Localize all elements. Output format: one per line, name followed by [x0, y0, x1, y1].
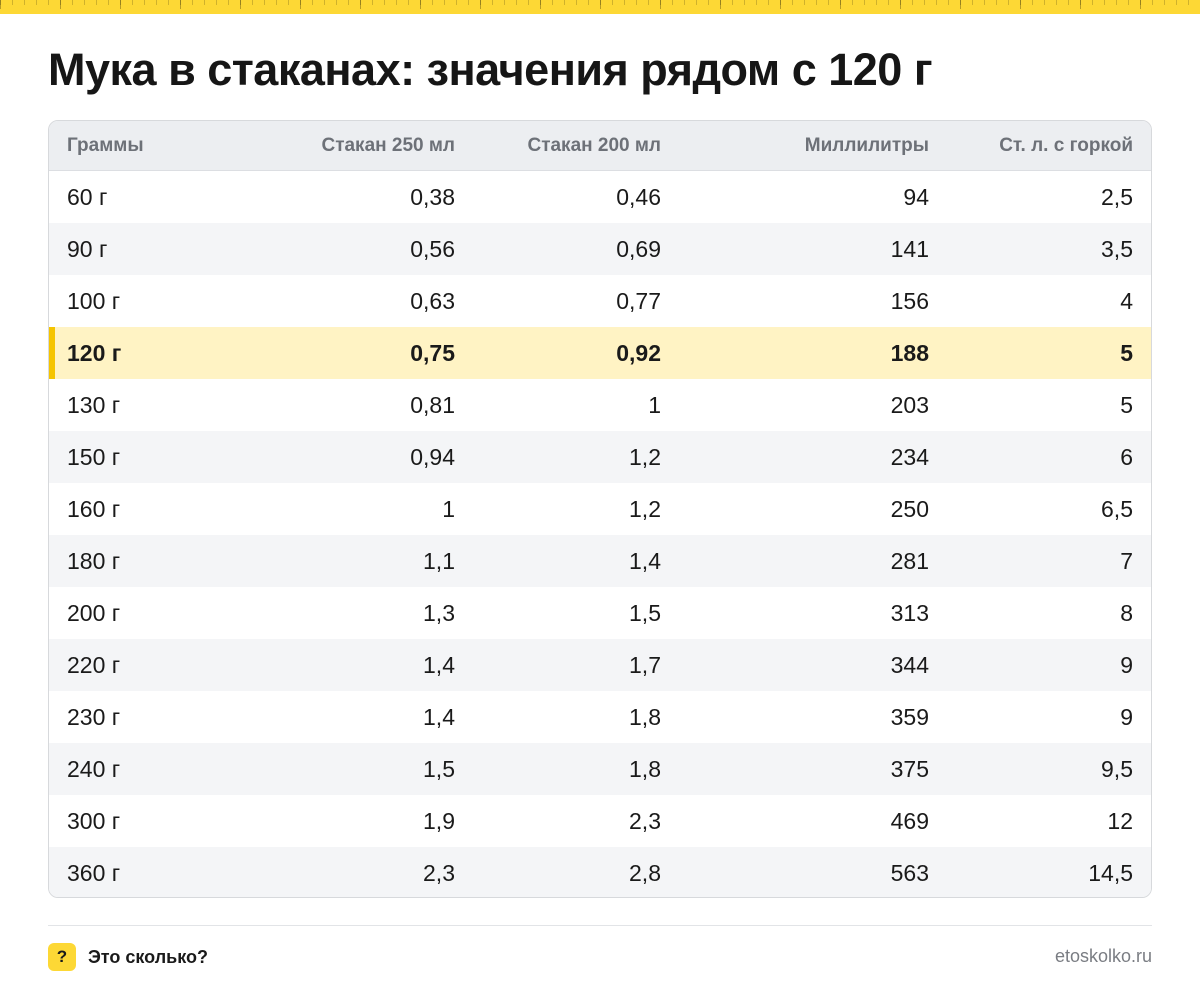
- site-url: etoskolko.ru: [1054, 946, 1152, 966]
- table-row: 160 г 1 1,2 250 6,5: [49, 483, 1151, 535]
- table-row: 230 г 1,4 1,8 359 9: [49, 691, 1151, 743]
- cell-tablespoons: 2,5: [1101, 183, 1133, 210]
- cell-tablespoons: 12: [1107, 807, 1133, 834]
- cell-grams: 360 г: [67, 859, 121, 886]
- header-milliliters: Миллилитры: [804, 134, 929, 156]
- cell-milliliters: 94: [903, 183, 929, 210]
- table-row: 130 г 0,81 1 203 5: [49, 379, 1151, 431]
- cell-grams: 130 г: [67, 391, 121, 418]
- cell-grams: 120 г: [67, 339, 122, 366]
- cell-cup-200: 0,77: [616, 287, 661, 314]
- brand-name: Это сколько?: [88, 946, 208, 967]
- cell-cup-250: 1: [442, 495, 455, 522]
- cell-milliliters: 188: [890, 339, 929, 366]
- cell-milliliters: 156: [890, 287, 929, 314]
- footer-divider: [48, 925, 1152, 926]
- cell-cup-200: 1,2: [629, 443, 661, 470]
- table-row: 180 г 1,1 1,4 281 7: [49, 535, 1151, 587]
- cell-tablespoons: 14,5: [1088, 859, 1133, 886]
- cell-cup-250: 2,3: [423, 859, 455, 886]
- cell-cup-200: 2,8: [629, 859, 661, 886]
- table-header: Граммы Стакан 250 мл Стакан 200 мл Милли…: [49, 121, 1151, 171]
- cell-cup-200: 1,7: [629, 651, 661, 678]
- table-row: 100 г 0,63 0,77 156 4: [49, 275, 1151, 327]
- cell-cup-250: 0,94: [410, 443, 455, 470]
- table-row: 90 г 0,56 0,69 141 3,5: [49, 223, 1151, 275]
- cell-grams: 60 г: [67, 183, 108, 210]
- cell-milliliters: 281: [890, 547, 929, 574]
- header-grams: Граммы: [67, 134, 144, 156]
- table-row: 150 г 0,94 1,2 234 6: [49, 431, 1151, 483]
- table-row: 200 г 1,3 1,5 313 8: [49, 587, 1151, 639]
- cell-grams: 180 г: [67, 547, 121, 574]
- brand: ? Это сколько?: [48, 942, 208, 972]
- cell-grams: 150 г: [67, 443, 121, 470]
- cell-cup-250: 1,5: [423, 755, 455, 782]
- table-row: 220 г 1,4 1,7 344 9: [49, 639, 1151, 691]
- cell-milliliters: 234: [890, 443, 929, 470]
- cell-grams: 160 г: [67, 495, 121, 522]
- cell-cup-200: 1,5: [629, 599, 661, 626]
- cell-milliliters: 141: [890, 235, 929, 262]
- cell-cup-200: 1,2: [629, 495, 661, 522]
- table-body: 60 г 0,38 0,46 94 2,5 90 г 0,56 0,69 141 3,5 100 г…: [49, 171, 1151, 897]
- table-row: 360 г 2,3 2,8 563 14,5: [49, 847, 1151, 897]
- cell-grams: 230 г: [67, 703, 121, 730]
- cell-cup-250: 1,4: [423, 651, 455, 678]
- cell-cup-250: 0,81: [410, 391, 455, 418]
- cell-cup-250: 1,1: [423, 547, 455, 574]
- cell-milliliters: 375: [890, 755, 929, 782]
- cell-milliliters: 250: [890, 495, 929, 522]
- question-icon: ?: [48, 943, 76, 971]
- table-row: 300 г 1,9 2,3 469 12: [49, 795, 1151, 847]
- cell-tablespoons: 9,5: [1101, 755, 1133, 782]
- cell-milliliters: 563: [890, 859, 929, 886]
- table-row: 60 г 0,38 0,46 94 2,5: [49, 171, 1151, 223]
- cell-cup-250: 0,38: [410, 183, 455, 210]
- cell-grams: 90 г: [67, 235, 108, 262]
- cell-tablespoons: 6,5: [1101, 495, 1133, 522]
- header-cup-200: Стакан 200 мл: [527, 134, 661, 156]
- cell-grams: 100 г: [67, 287, 121, 314]
- cell-milliliters: 313: [890, 599, 929, 626]
- cell-cup-200: 0,69: [616, 235, 661, 262]
- cell-grams: 200 г: [67, 599, 121, 626]
- cell-cup-200: 1,4: [629, 547, 661, 574]
- cell-tablespoons: 7: [1120, 547, 1133, 574]
- cell-milliliters: 344: [890, 651, 929, 678]
- cell-tablespoons: 9: [1120, 651, 1133, 678]
- cell-grams: 240 г: [67, 755, 121, 782]
- cell-cup-250: 1,4: [423, 703, 455, 730]
- cell-cup-200: 1,8: [629, 703, 661, 730]
- cell-tablespoons: 5: [1120, 391, 1133, 418]
- cell-cup-250: 0,56: [410, 235, 455, 262]
- cell-tablespoons: 5: [1120, 339, 1133, 366]
- table-row-highlighted: 120 г 0,75 0,92 188 5: [49, 327, 1151, 379]
- cell-cup-250: 0,75: [410, 339, 455, 366]
- conversion-table: Граммы Стакан 250 мл Стакан 200 мл Милли…: [48, 120, 1152, 898]
- cell-grams: 300 г: [67, 807, 121, 834]
- cell-cup-200: 0,92: [616, 339, 661, 366]
- cell-tablespoons: 6: [1120, 443, 1133, 470]
- cell-cup-200: 0,46: [616, 183, 661, 210]
- page-title: Мука в стаканах: значения рядом с 120 г: [48, 44, 933, 95]
- cell-milliliters: 203: [890, 391, 929, 418]
- cell-cup-200: 1,8: [629, 755, 661, 782]
- header-cup-250: Стакан 250 мл: [321, 134, 455, 156]
- cell-cup-250: 1,9: [423, 807, 455, 834]
- cell-tablespoons: 4: [1120, 287, 1133, 314]
- cell-tablespoons: 9: [1120, 703, 1133, 730]
- ruler-strip: [0, 0, 1200, 14]
- cell-milliliters: 359: [890, 703, 929, 730]
- cell-cup-200: 1: [648, 391, 661, 418]
- cell-cup-250: 0,63: [410, 287, 455, 314]
- header-tablespoons: Ст. л. с горкой: [999, 134, 1133, 156]
- cell-cup-250: 1,3: [423, 599, 455, 626]
- cell-cup-200: 2,3: [629, 807, 661, 834]
- cell-grams: 220 г: [67, 651, 121, 678]
- table-row: 240 г 1,5 1,8 375 9,5: [49, 743, 1151, 795]
- cell-milliliters: 469: [890, 807, 929, 834]
- cell-tablespoons: 8: [1120, 599, 1133, 626]
- cell-tablespoons: 3,5: [1101, 235, 1133, 262]
